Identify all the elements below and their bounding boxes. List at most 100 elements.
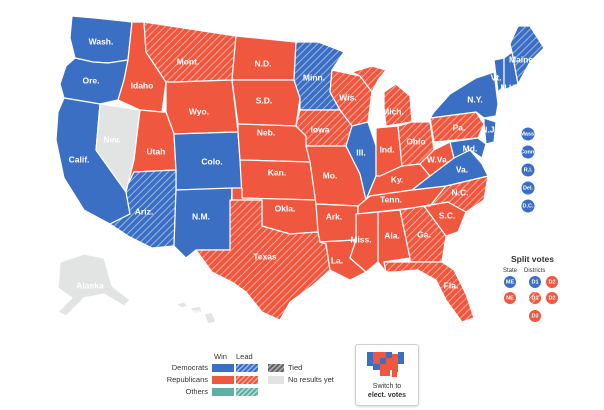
small-state-label: D.C.	[523, 203, 534, 209]
election-map: Wash. Ore. Calif. Nev. Idaho Mont. Wyo. …	[55, 15, 559, 325]
state-label-minn: Minn.	[303, 72, 325, 82]
legend-label-tied: Tied	[288, 363, 303, 372]
state-nj[interactable]	[483, 117, 497, 145]
state-label-ky: Ky.	[391, 174, 404, 184]
state-label-va: Va.	[456, 164, 468, 174]
split-ne-state[interactable]: NE	[503, 291, 517, 305]
split-me-d1[interactable]: D1	[528, 275, 542, 289]
state-label-mont: Mont.	[177, 56, 200, 66]
legend-label-others: Others	[185, 387, 208, 396]
state-label-nm: N.M.	[192, 211, 210, 221]
state-label-nd: N.D.	[255, 58, 272, 68]
state-label-iowa: Iowa	[311, 124, 330, 134]
state-label-calif: Calif.	[69, 154, 90, 164]
small-state-label: R.I.	[524, 167, 533, 173]
state-ariz[interactable]	[109, 169, 177, 249]
state-label-ala: Ala.	[384, 230, 400, 240]
state-label-pa: Pa.	[453, 122, 466, 132]
state-label-idaho: Idaho	[131, 80, 154, 90]
state-label-nc: N.C.	[452, 187, 469, 197]
state-label-kan: Kan.	[268, 167, 286, 177]
state-label-colo: Colo.	[201, 156, 222, 166]
state-md[interactable]	[449, 137, 487, 159]
split-ne-d2[interactable]: D2	[545, 291, 559, 305]
state-label-ore: Ore.	[82, 75, 99, 85]
split-ne-d3[interactable]: D3	[528, 309, 542, 323]
state-texas[interactable]	[195, 199, 331, 321]
state-alaska[interactable]	[57, 253, 131, 317]
split-state-label: NE	[506, 295, 514, 301]
split-ne-d1[interactable]: D1	[528, 291, 542, 305]
legend-swatch-others-lead	[236, 388, 258, 396]
state-ny[interactable]	[429, 71, 499, 119]
state-label-ariz: Ariz.	[135, 206, 153, 216]
small-state-conn[interactable]: Conn.	[520, 144, 536, 160]
split-state-label: ME	[506, 279, 515, 285]
state-label-wyo: Wyo.	[189, 106, 209, 116]
state-label-nev: Nev.	[103, 134, 120, 144]
state-label-ark: Ark.	[326, 211, 343, 221]
small-state-label: Conn.	[520, 149, 536, 155]
us-map: Wash. Ore. Calif. Nev. Idaho Mont. Wyo. …	[55, 15, 559, 325]
state-hawaii[interactable]	[175, 301, 217, 325]
map-legend: Win Lead Democrats Republicans Others Ti…	[150, 352, 350, 408]
split-me-state[interactable]: ME	[503, 275, 517, 289]
split-district-label: D2	[548, 295, 555, 301]
state-label-nj: N.J.	[481, 124, 497, 134]
legend-swatch-no-results	[268, 376, 284, 384]
small-state-mass[interactable]: Mass.	[520, 126, 536, 142]
state-label-vt: Vt.	[491, 72, 502, 82]
state-label-hawaii: Hawaii	[183, 306, 210, 316]
switch-to-electoral-votes-button[interactable]: Switch to elect. votes	[355, 344, 419, 406]
small-state-ri[interactable]: R.I.	[520, 162, 536, 178]
legend-swatch-rep-win	[212, 376, 234, 384]
state-label-miss: Miss.	[350, 234, 371, 244]
state-label-mo: Mo.	[323, 170, 338, 180]
state-nm[interactable]	[173, 187, 233, 259]
state-label-la: La.	[331, 255, 343, 265]
split-district-label: D1	[531, 279, 538, 285]
state-sd[interactable]	[231, 79, 301, 127]
legend-swatch-dem-lead	[236, 364, 258, 372]
split-votes-state-header: State	[503, 268, 518, 274]
split-district-label: D3	[531, 313, 538, 319]
legend-label-republicans: Republicans	[166, 375, 208, 384]
state-maine[interactable]	[509, 25, 545, 85]
small-state-dc[interactable]: D.C.	[520, 198, 536, 214]
state-label-ny: N.Y.	[467, 94, 483, 104]
legend-swatch-dem-win	[212, 364, 234, 372]
legend-swatch-rep-lead	[236, 376, 258, 384]
state-label-maine: Maine	[509, 54, 533, 64]
state-label-okla: Okla.	[275, 203, 296, 213]
state-label-sd: S.D.	[256, 95, 273, 105]
state-label-ill: Ill.	[356, 147, 365, 157]
mini-map-icon	[367, 352, 404, 377]
split-votes-title: Split votes	[511, 254, 554, 264]
split-votes-panel: Split votes State Districts ME D1 D2 NE …	[503, 254, 559, 323]
state-fla[interactable]	[383, 261, 475, 323]
state-label-wis: Wis.	[339, 92, 356, 102]
state-label-md: Md.	[463, 143, 478, 153]
state-label-wash: Wash.	[89, 36, 114, 46]
split-district-label: D1	[531, 295, 538, 301]
state-label-nh: N.H.	[501, 82, 518, 92]
switch-label-line2: elect. votes	[367, 392, 407, 399]
switch-label-line1: Switch to	[372, 383, 402, 390]
state-label-mich: Mich.	[382, 106, 404, 116]
small-state-del[interactable]: Del.	[520, 180, 536, 196]
small-state-label: Mass.	[520, 131, 536, 137]
legend-win-header: Win	[214, 352, 227, 361]
state-label-sc: S.C.	[439, 210, 456, 220]
split-me-d2[interactable]: D2	[545, 275, 559, 289]
legend-label-democrats: Democrats	[171, 363, 208, 372]
legend-lead-header: Lead	[236, 352, 253, 361]
legend-swatch-others-win	[212, 388, 234, 396]
state-label-wva: W.Va.	[427, 154, 449, 164]
state-label-ind: Ind.	[379, 144, 394, 154]
state-label-utah: Utah	[147, 146, 166, 156]
legend-swatch-tied	[268, 364, 284, 372]
state-kan[interactable]	[239, 159, 317, 201]
split-votes-districts-header: Districts	[524, 268, 545, 274]
split-district-label: D2	[548, 279, 555, 285]
state-label-alaska: Alaska	[76, 280, 104, 290]
